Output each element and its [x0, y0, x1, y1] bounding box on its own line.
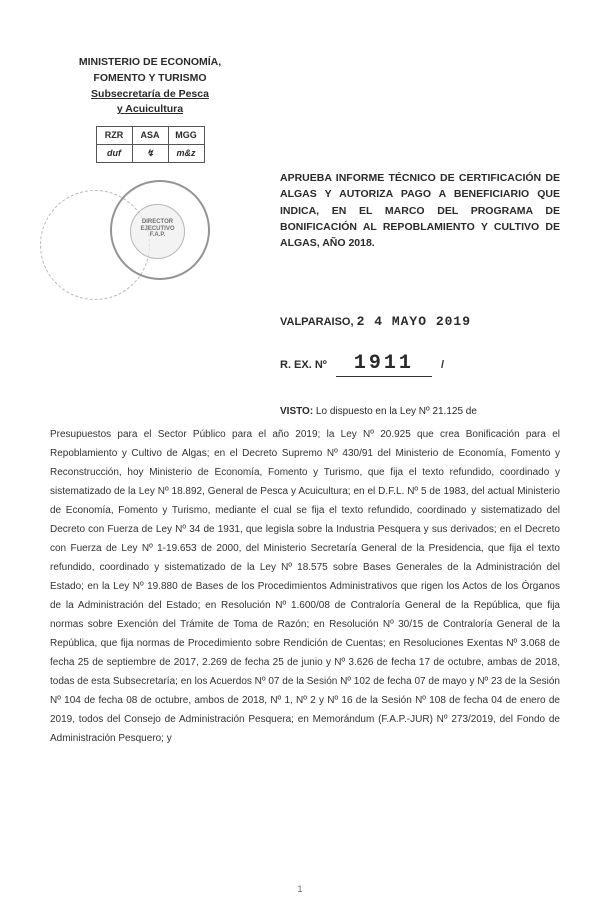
- visto-body: Presupuestos para el Sector Público para…: [50, 425, 560, 748]
- initials-sign-2: ↯: [132, 145, 168, 163]
- initials-sign-3: m&z: [168, 145, 204, 163]
- page-number: 1: [0, 884, 600, 894]
- stamp-center: DIRECTOR EJECUTIVO F.A.P.: [130, 204, 185, 259]
- ministry-line-1: MINISTERIO DE ECONOMÍA,: [50, 55, 250, 71]
- initials-header-2: ASA: [132, 127, 168, 145]
- stamp-area: DIRECTOR EJECUTIVO F.A.P.: [40, 180, 220, 300]
- stamp-text-2: EJECUTIVO: [131, 226, 184, 233]
- document-title: APRUEBA INFORME TÉCNICO DE CERTIFICACIÓN…: [280, 170, 560, 251]
- rex-tail: /: [441, 359, 444, 371]
- initials-sign-1: duf: [96, 145, 132, 163]
- visto-first-fragment: Lo dispuesto en la Ley Nº 21.125 de: [313, 406, 477, 417]
- visto-lead: VISTO: Lo dispuesto en la Ley Nº 21.125 …: [280, 402, 560, 421]
- subsecretary-line-2: y Acuicultura: [50, 102, 250, 118]
- rex-number: 1911: [336, 352, 432, 377]
- place-date-line: VALPARAISO, 2 4 MAYO 2019: [280, 314, 471, 329]
- letterhead: MINISTERIO DE ECONOMÍA, FOMENTO Y TURISM…: [50, 55, 250, 163]
- place-label: VALPARAISO,: [280, 316, 354, 328]
- stamp-text-1: DIRECTOR: [131, 219, 184, 226]
- resolution-number-line: R. EX. Nº 1911 /: [280, 352, 444, 375]
- initials-table: RZR ASA MGG duf ↯ m&z: [96, 126, 205, 163]
- date-stamp: 2 4 MAYO 2019: [357, 314, 471, 329]
- initials-header-1: RZR: [96, 127, 132, 145]
- initials-header-3: MGG: [168, 127, 204, 145]
- rex-label: R. EX. Nº: [280, 359, 327, 371]
- subsecretary-line-1: Subsecretaría de Pesca: [50, 87, 250, 103]
- stamp-text-3: F.A.P.: [131, 232, 184, 239]
- visto-label: VISTO:: [280, 406, 313, 417]
- ministry-line-2: FOMENTO Y TURISMO: [50, 71, 250, 87]
